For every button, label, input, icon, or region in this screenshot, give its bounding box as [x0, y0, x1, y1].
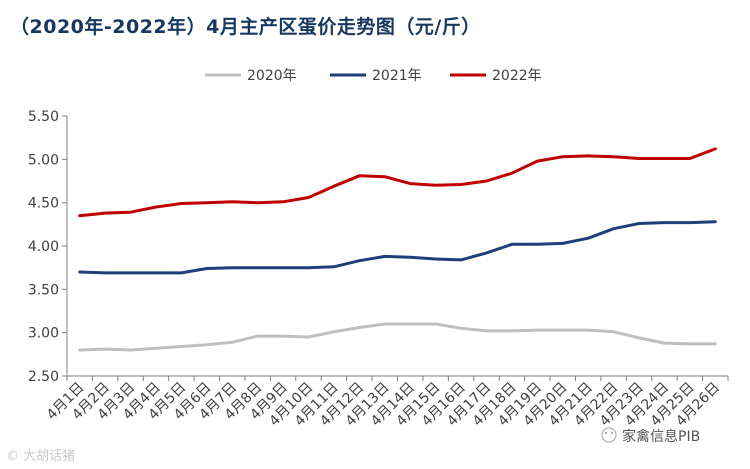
y-axis: 2.50 3.00 3.50 4.00 4.50 5.00 5.50: [28, 109, 68, 385]
series-line-2021年: [78, 220, 717, 275]
y-tick-label: 5.00: [28, 152, 59, 168]
legend-label: 2022年: [492, 68, 542, 84]
y-tick-label: 3.00: [28, 326, 59, 342]
watermark-left-text: © 大胡话猪: [6, 449, 75, 464]
series-line-2022年: [78, 147, 717, 218]
watermark-right: 家禽信息PIB 家禽信息PIB: [601, 427, 702, 447]
y-tick-label: 4.50: [28, 196, 59, 212]
y-tick-label: 4.00: [28, 239, 59, 255]
y-tick-label: 3.50: [28, 282, 59, 298]
series-lines: [78, 147, 717, 352]
x-axis: 4月1日4月2日4月3日4月4日4月5日4月6日4月7日4月8日4月9日4月10…: [44, 375, 729, 430]
chart-title: （2020年-2022年）4月主产区蛋价走势图（元/斤）: [10, 16, 481, 38]
y-tick-label: 2.50: [28, 369, 59, 385]
legend-label: 2021年: [372, 68, 422, 84]
watermark-left: © 大胡话猪: [6, 449, 75, 464]
watermark-right-text: 家禽信息PIB: [622, 428, 700, 445]
y-tick-label: 5.50: [28, 109, 59, 125]
watermark-right-text-fg: 家禽信息PIB: [622, 428, 700, 445]
series-line-2020年: [78, 322, 717, 352]
legend: 2020年 2021年 2022年: [205, 68, 542, 84]
legend-label: 2020年: [247, 68, 297, 84]
